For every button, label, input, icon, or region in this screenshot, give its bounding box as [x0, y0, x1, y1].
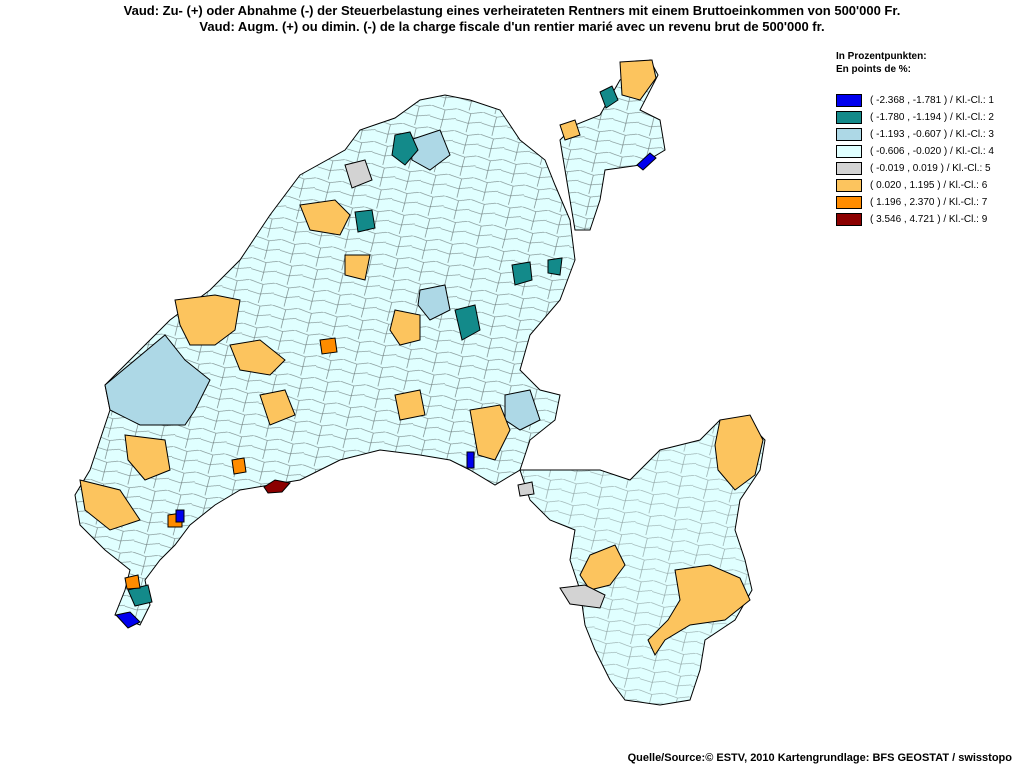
- legend-label: ( -1.780 , -1.194 ) / Kl.-Cl.: 2: [870, 112, 994, 123]
- municipality-class6-f: [79, 479, 141, 531]
- municipality-class6-n: [647, 564, 751, 657]
- legend-swatch: [836, 111, 862, 124]
- municipality-class7-d: [231, 457, 247, 475]
- legend-entry: ( -2.368 , -1.781 ) / Kl.-Cl.: 1: [836, 92, 994, 109]
- municipality-class6-b: [299, 199, 351, 236]
- municipality-class1-b: [175, 509, 185, 523]
- map-title: Vaud: Zu- (+) oder Abnahme (-) der Steue…: [0, 3, 1024, 35]
- legend-swatch: [836, 179, 862, 192]
- municipality-class2-b: [454, 304, 481, 341]
- municipality-class3-east: [504, 389, 541, 431]
- legend-swatch: [836, 162, 862, 175]
- municipality-class1-d: [636, 152, 657, 171]
- legend-entry: ( 3.546 , 4.721 ) / Kl.-Cl.: 9: [836, 211, 994, 228]
- municipality-class6-j: [259, 389, 296, 426]
- source-credit: Quelle/Source:© ESTV, 2010 Kartengrundla…: [627, 752, 1012, 764]
- legend-entry: ( -0.606 , -0.020 ) / Kl.-Cl.: 4: [836, 143, 994, 160]
- legend-heading-de: In Prozentpunkten:: [836, 51, 927, 62]
- municipality-class2-d: [354, 209, 376, 233]
- title-line-de: Vaud: Zu- (+) oder Abnahme (-) der Steue…: [123, 3, 901, 18]
- legend: In Prozentpunkten: En points de %: ( -2.…: [836, 50, 994, 228]
- municipality-class1-c: [466, 451, 475, 469]
- legend-swatch: [836, 213, 862, 226]
- municipality-class6-l: [559, 119, 581, 141]
- legend-label: ( -1.193 , -0.607 ) / Kl.-Cl.: 3: [870, 129, 994, 140]
- legend-label: ( -0.606 , -0.020 ) / Kl.-Cl.: 4: [870, 146, 994, 157]
- municipality-class6-d: [229, 339, 286, 376]
- legend-entry: ( -0.019 , 0.019 ) / Kl.-Cl.: 5: [836, 160, 994, 177]
- legend-rows: ( -2.368 , -1.781 ) / Kl.-Cl.: 1 ( -1.780…: [836, 92, 994, 228]
- title-line-fr: Vaud: Augm. (+) ou dimin. (-) de la char…: [199, 19, 825, 34]
- municipality-class6-g: [469, 404, 511, 461]
- municipality-class2-e: [599, 85, 619, 109]
- municipality-class6-o: [579, 544, 626, 591]
- municipality-class6-k: [619, 59, 657, 101]
- legend-swatch: [836, 196, 862, 209]
- municipality-class7-b: [319, 337, 338, 355]
- municipality-class2-c: [511, 261, 533, 286]
- municipality-class6-m: [714, 414, 764, 491]
- legend-heading-fr: En points de %:: [836, 64, 911, 75]
- legend-swatch: [836, 128, 862, 141]
- legend-heading: In Prozentpunkten: En points de %:: [836, 50, 994, 76]
- municipality-class7-c: [124, 574, 141, 590]
- legend-entry: ( 0.020 , 1.195 ) / Kl.-Cl.: 6: [836, 177, 994, 194]
- municipality-class1-a: [115, 611, 141, 629]
- municipality-class3-center: [417, 284, 451, 321]
- legend-label: ( 3.546 , 4.721 ) / Kl.-Cl.: 9: [870, 214, 988, 225]
- municipality-class2-a: [391, 131, 419, 166]
- municipality-class6-a: [174, 294, 241, 346]
- municipality-class5-a: [344, 159, 373, 189]
- municipality-class5-c: [517, 481, 535, 497]
- municipality-class6-h: [394, 389, 426, 421]
- municipality-class2-f: [127, 584, 153, 607]
- municipality-class6-c: [389, 309, 421, 346]
- municipality-class6-e: [124, 434, 171, 481]
- legend-swatch: [836, 94, 862, 107]
- municipality-class6-i: [344, 254, 371, 281]
- legend-label: ( -0.019 , 0.019 ) / Kl.-Cl.: 5: [870, 163, 991, 174]
- legend-label: ( -2.368 , -1.781 ) / Kl.-Cl.: 1: [870, 95, 994, 106]
- legend-entry: ( -1.193 , -0.607 ) / Kl.-Cl.: 3: [836, 126, 994, 143]
- municipality-class3-west: [104, 334, 211, 426]
- municipality-class9-a: [263, 479, 291, 494]
- legend-entry: ( 1.196 , 2.370 ) / Kl.-Cl.: 7: [836, 194, 994, 211]
- legend-label: ( 1.196 , 2.370 ) / Kl.-Cl.: 7: [870, 197, 988, 208]
- legend-swatch: [836, 145, 862, 158]
- municipality-class2-g: [547, 257, 563, 276]
- legend-label: ( 0.020 , 1.195 ) / Kl.-Cl.: 6: [870, 180, 988, 191]
- legend-entry: ( -1.780 , -1.194 ) / Kl.-Cl.: 2: [836, 109, 994, 126]
- municipality-class5-b: [559, 584, 606, 609]
